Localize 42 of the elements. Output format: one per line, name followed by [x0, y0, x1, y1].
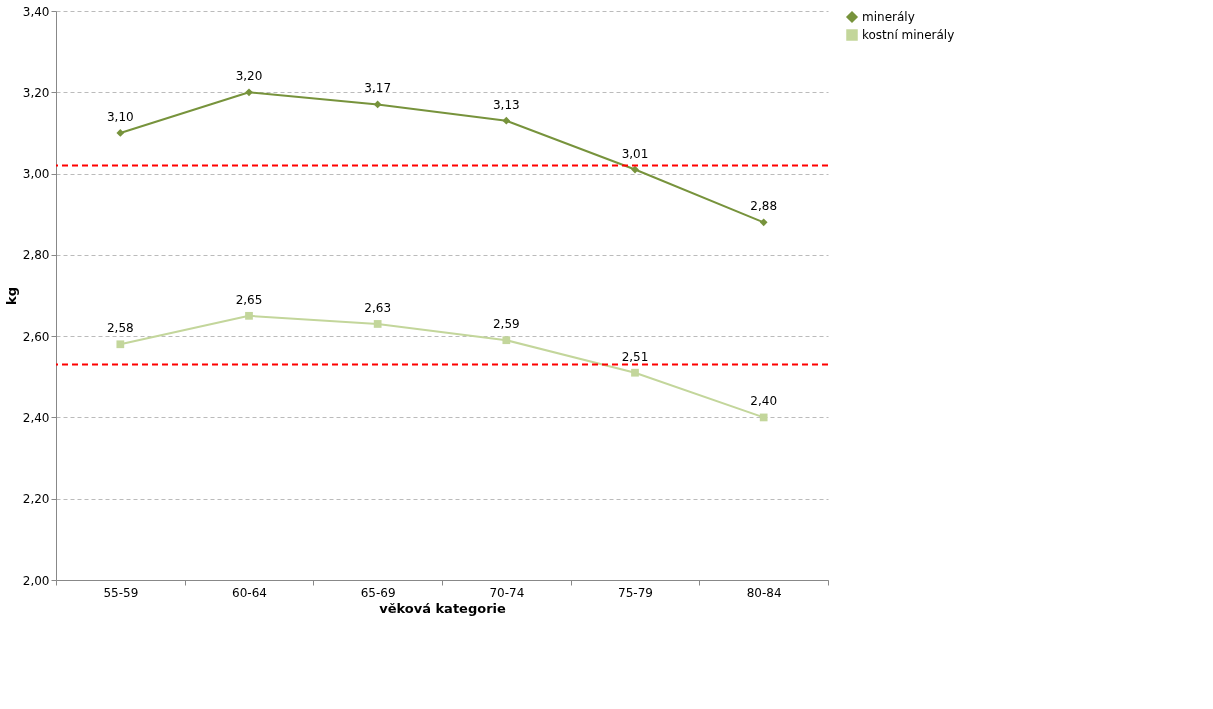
- point: [116, 340, 125, 349]
- y-tick-label: 2,80: [22, 248, 50, 263]
- data-label: 2,58: [106, 321, 134, 336]
- x-axis-title: věková kategorie: [379, 600, 507, 616]
- x-tick-label: 55-59: [103, 585, 139, 600]
- point: [116, 129, 125, 137]
- y-tick-label: 3,20: [22, 85, 50, 100]
- data-label: 3,17: [364, 81, 392, 96]
- data-label: 2,40: [750, 394, 778, 409]
- y-tick-label: 2,00: [22, 573, 50, 588]
- data-label: 2,51: [621, 349, 649, 364]
- x-tick-label: 75-79: [618, 585, 653, 600]
- y-tick-label: 2,20: [22, 492, 50, 507]
- point: [502, 116, 511, 125]
- data-label: 3,13: [492, 97, 520, 112]
- point: [373, 100, 382, 109]
- point: [631, 368, 639, 377]
- y-axis-title: kg: [3, 287, 19, 305]
- point: [759, 413, 768, 422]
- x-tick-label: 65-69: [360, 585, 396, 600]
- y-tick-label: 2,60: [22, 329, 50, 344]
- data-label: 2,59: [492, 317, 520, 332]
- x-tick-label: 60-64: [232, 585, 267, 600]
- point: [245, 311, 253, 320]
- point: [373, 320, 382, 328]
- data-label: 3,10: [106, 109, 134, 124]
- y-tick-label: 3,00: [22, 167, 50, 182]
- data-label: 2,65: [235, 292, 263, 307]
- data-label: 2,63: [364, 300, 392, 315]
- data-label: 3,20: [235, 69, 263, 84]
- data-label: 3,01: [621, 146, 649, 161]
- point: [631, 165, 639, 174]
- x-tick-label: 70-74: [489, 585, 525, 600]
- point: [759, 218, 768, 227]
- point: [502, 336, 511, 345]
- y-tick-label: 3,40: [22, 4, 50, 19]
- y-tick-label: 2,40: [22, 410, 50, 425]
- legend-label: kostní minerály: [862, 28, 955, 42]
- legend-label: minerály: [862, 10, 915, 24]
- x-tick-label: 80-84: [746, 585, 782, 600]
- data-label: 2,88: [750, 199, 778, 214]
- point: [245, 88, 253, 97]
